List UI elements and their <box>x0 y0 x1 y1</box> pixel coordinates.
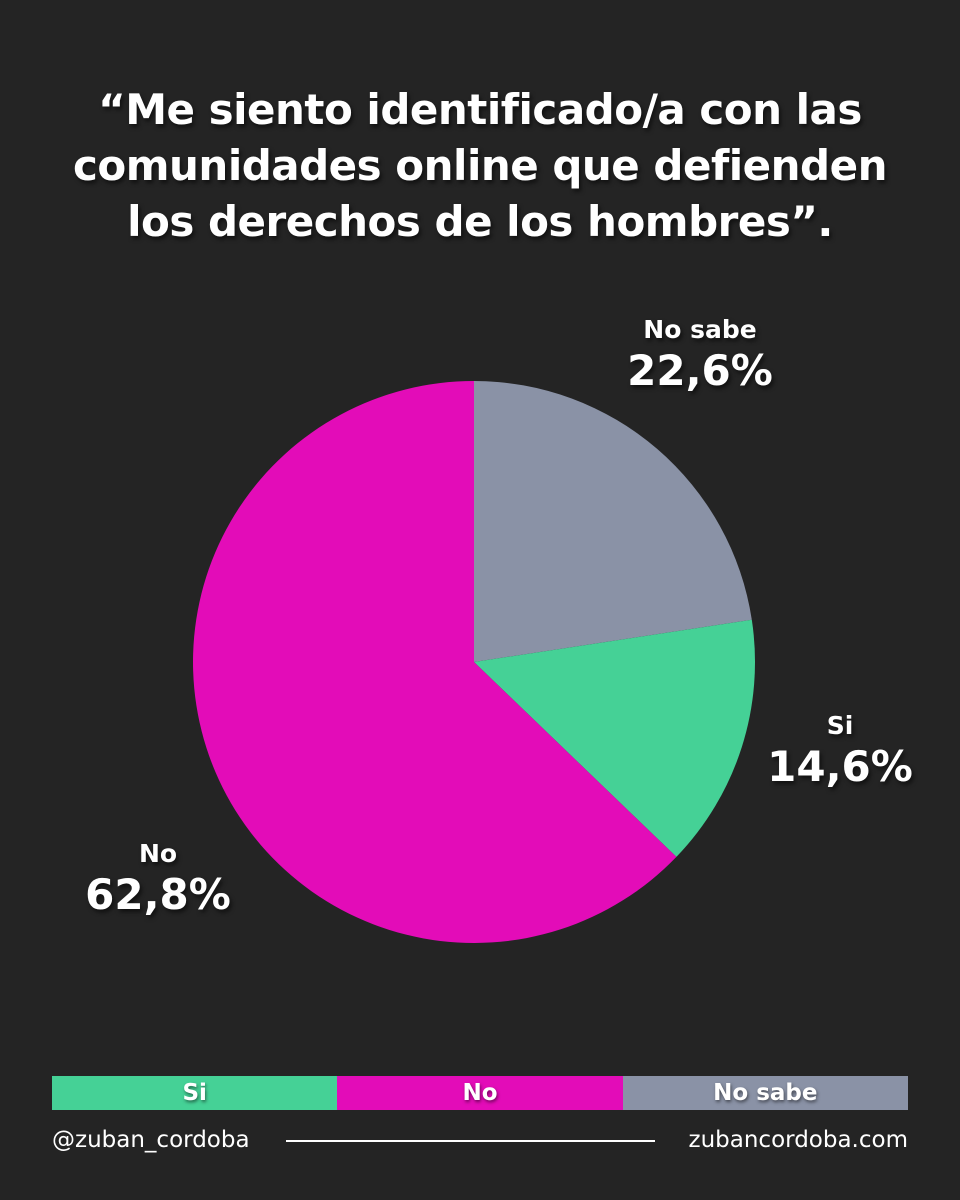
slice-label-si-name: Si <box>826 711 854 740</box>
title-line-2: comunidades online que defienden <box>73 141 887 190</box>
slice-label-no: No 62,8% <box>58 838 258 920</box>
slice-label-no-value: 62,8% <box>85 870 231 919</box>
title-line-1: “Me siento identificado/a con las <box>98 85 862 134</box>
footer-divider <box>285 1140 655 1142</box>
slice-label-no-name: No <box>138 839 178 868</box>
footer: @zuban_cordoba zubancordoba.com <box>52 1122 908 1158</box>
pie-slice-no-sabe <box>474 381 752 662</box>
slice-label-si: Si 14,6% <box>740 710 940 792</box>
footer-website[interactable]: zubancordoba.com <box>688 1127 909 1153</box>
pie-slice-si <box>474 619 755 857</box>
slice-label-no-sabe: No sabe 22,6% <box>600 314 800 396</box>
slice-label-no-sabe-name: No sabe <box>643 315 757 344</box>
title-line-3: los derechos de los hombres”. <box>127 197 833 246</box>
pie-slice-no <box>193 381 677 943</box>
legend-item-si: Si <box>52 1076 338 1110</box>
footer-handle[interactable]: @zuban_cordoba <box>52 1127 250 1153</box>
slice-label-si-value: 14,6% <box>767 742 913 791</box>
chart-title: “Me siento identificado/a con las comuni… <box>60 82 900 250</box>
slice-label-no-sabe-value: 22,6% <box>627 346 773 395</box>
legend-item-no: No <box>337 1076 623 1110</box>
legend: Si No No sabe <box>52 1076 908 1110</box>
legend-item-no-sabe: No sabe <box>622 1076 908 1110</box>
